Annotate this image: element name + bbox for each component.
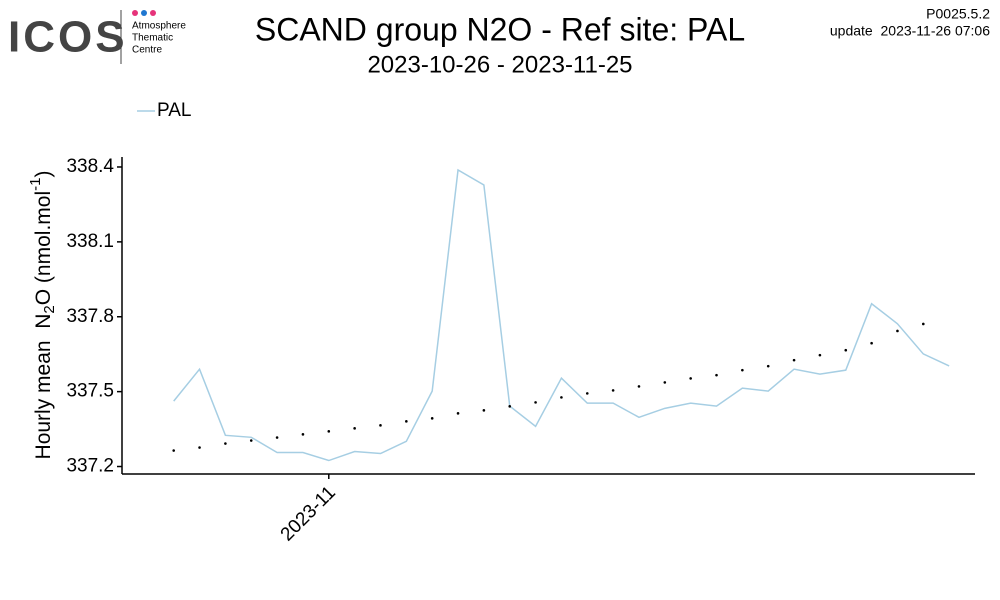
- trend-dot: [585, 392, 589, 395]
- y-tick-label: 337.5: [66, 381, 114, 402]
- trend-dot: [224, 442, 227, 445]
- y-label-part: O (nmol.mol: [32, 191, 55, 305]
- logo-text: ICOS: [8, 13, 128, 62]
- trend-dot: [870, 341, 873, 345]
- trend-dot: [611, 389, 615, 392]
- trend-dot: [405, 420, 408, 423]
- trend-dot: [482, 409, 486, 412]
- trend-dot: [766, 364, 770, 368]
- trend-dot: [637, 385, 641, 388]
- logo-line: Atmosphere: [132, 21, 186, 32]
- y-tick-label: 338.1: [66, 231, 114, 252]
- logo-line: Centre: [132, 45, 162, 56]
- trend-dot: [301, 433, 305, 436]
- y-label-part: Hourly mean N: [32, 314, 55, 460]
- legend-label: PAL: [157, 100, 192, 121]
- trend-dot: [663, 381, 667, 384]
- trend-dot: [844, 348, 848, 352]
- y-label-sub: 2: [41, 305, 58, 313]
- trend-dot: [430, 417, 434, 420]
- update: update 2023-11-26 07:06: [830, 23, 990, 39]
- trend-dot: [922, 322, 925, 326]
- y-axis-label: Hourly mean N2O (nmol.mol-1): [27, 171, 58, 460]
- trend-dot: [715, 373, 718, 377]
- y-tick-label: 337.2: [66, 456, 114, 477]
- trend-dot: [327, 430, 331, 433]
- trend-dot: [689, 377, 692, 380]
- logo-line: Thematic: [132, 33, 173, 44]
- trend-dot: [508, 405, 512, 408]
- trend-dot: [379, 424, 382, 427]
- trend-dot: [249, 439, 253, 442]
- logo-dot: [132, 10, 138, 16]
- trend-dot: [456, 412, 460, 415]
- trend-dot: [353, 427, 356, 430]
- y-label-sup: -1: [27, 178, 44, 191]
- logo-dot: [150, 10, 156, 16]
- version: P0025.5.2: [926, 6, 990, 22]
- trend-dot: [741, 368, 744, 372]
- trend-dot: [198, 446, 201, 449]
- x-tick-label: 2023-11: [277, 482, 340, 545]
- chart-title: SCAND group N2O - Ref site: PAL: [255, 11, 745, 47]
- trend-dot: [534, 401, 537, 404]
- trend-dot: [172, 449, 175, 452]
- y-tick-label: 337.8: [66, 306, 114, 327]
- trend-dot: [896, 329, 899, 333]
- data-line: [173, 168, 950, 462]
- trend-dot: [560, 396, 563, 399]
- y-label-part: ): [32, 171, 55, 178]
- trend-dot: [275, 436, 279, 439]
- logo-dot: [141, 10, 147, 16]
- trend-dot: [792, 358, 796, 362]
- trend-dot: [818, 353, 822, 357]
- chart-subtitle: 2023-10-26 - 2023-11-25: [367, 51, 632, 78]
- y-tick-label: 338.4: [66, 156, 114, 177]
